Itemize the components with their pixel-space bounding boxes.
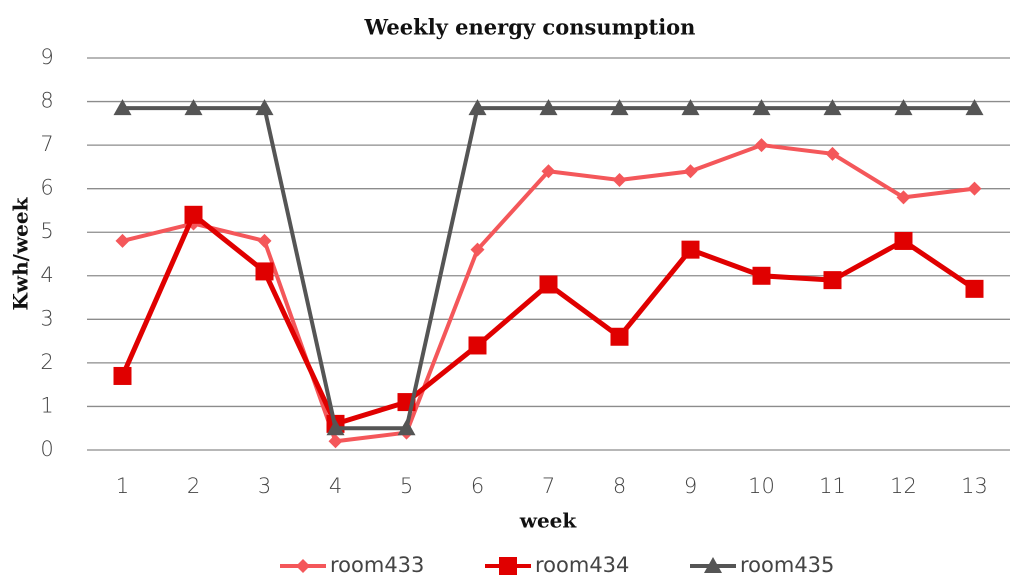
y-tick-label: 3 <box>40 306 53 330</box>
marker <box>470 242 485 257</box>
x-tick-label: 9 <box>684 474 697 498</box>
x-tick-label: 1 <box>116 474 129 498</box>
marker <box>894 231 913 250</box>
legend-item: room435 <box>690 553 834 577</box>
marker <box>894 99 913 116</box>
marker <box>896 190 911 205</box>
legend-item: room433 <box>280 553 424 577</box>
marker <box>296 559 310 573</box>
marker <box>184 99 203 116</box>
x-tick-label: 3 <box>258 474 271 498</box>
x-tick-label: 7 <box>542 474 555 498</box>
y-tick-label: 6 <box>40 176 53 200</box>
marker <box>257 233 272 248</box>
marker <box>539 275 558 294</box>
marker <box>967 181 982 196</box>
marker <box>113 366 132 385</box>
chart-title: Weekly energy consumption <box>364 15 696 40</box>
marker <box>397 419 416 436</box>
x-axis-label: week <box>519 509 578 533</box>
x-tick-label: 8 <box>613 474 626 498</box>
marker <box>612 172 627 187</box>
y-axis-label: Kwh/week <box>9 196 33 310</box>
legend-label: room435 <box>740 553 834 577</box>
marker <box>683 164 698 179</box>
y-tick-label: 4 <box>40 263 53 287</box>
marker <box>752 266 771 285</box>
marker <box>539 99 558 116</box>
x-tick-label: 5 <box>400 474 413 498</box>
y-tick-label: 5 <box>40 219 53 243</box>
marker <box>541 164 556 179</box>
marker <box>681 240 700 259</box>
x-tick-label: 6 <box>471 474 484 498</box>
marker <box>326 419 345 436</box>
marker <box>965 99 984 116</box>
y-tick-label: 8 <box>40 89 53 113</box>
marker <box>610 327 629 346</box>
marker <box>115 233 130 248</box>
x-tick-label: 12 <box>890 474 917 498</box>
marker <box>823 99 842 116</box>
x-tick-label: 10 <box>748 474 775 498</box>
marker <box>113 99 132 116</box>
legend-item: room434 <box>485 553 629 577</box>
marker <box>704 557 722 573</box>
marker <box>255 262 274 281</box>
y-tick-label: 1 <box>40 393 53 417</box>
legend-label: room433 <box>330 553 424 577</box>
marker <box>752 99 771 116</box>
x-tick-label: 2 <box>187 474 200 498</box>
marker <box>823 271 842 290</box>
marker <box>255 99 274 116</box>
marker <box>328 434 343 449</box>
marker <box>681 99 700 116</box>
marker <box>965 279 984 298</box>
series-line <box>122 106 975 431</box>
legend-label: room434 <box>535 553 629 577</box>
marker <box>184 205 203 224</box>
x-tick-label: 13 <box>961 474 988 498</box>
x-tick-label: 4 <box>329 474 342 498</box>
y-tick-label: 2 <box>40 350 53 374</box>
y-tick-label: 0 <box>40 437 53 461</box>
y-tick-label: 9 <box>40 45 53 69</box>
marker <box>468 99 487 116</box>
marker <box>499 557 517 575</box>
marker <box>754 138 769 153</box>
y-tick-label: 7 <box>40 132 53 156</box>
marker <box>610 99 629 116</box>
marker <box>825 146 840 161</box>
marker <box>468 336 487 355</box>
x-tick-label: 11 <box>819 474 846 498</box>
